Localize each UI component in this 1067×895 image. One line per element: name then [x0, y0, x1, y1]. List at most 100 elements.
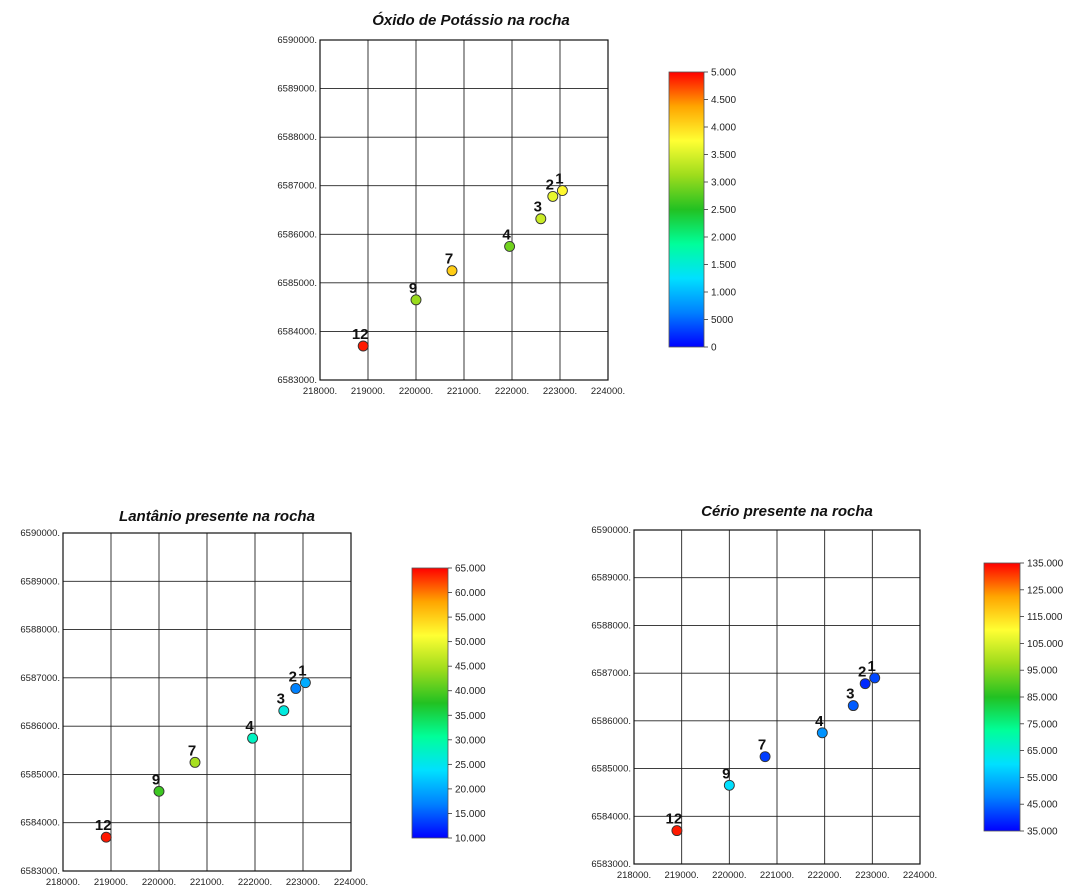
data-point — [299, 677, 311, 689]
point-label: 12 — [666, 811, 683, 828]
y-tick-label: 6583000. — [20, 866, 60, 877]
chart-title: Cério presente na rocha — [701, 503, 873, 520]
data-point — [556, 185, 568, 197]
colorbar-tick-label: 125.000 — [1027, 585, 1064, 596]
colorbar-tick-label: 40.000 — [455, 686, 486, 697]
chart-panel-1: Óxido de Potássio na rocha 218000. 219000.… — [277, 11, 736, 397]
x-tick-label: 223000. — [855, 870, 889, 881]
y-tick-label: 6588000. — [20, 625, 60, 636]
y-tick-label: 6584000. — [591, 811, 631, 822]
colorbar-tick-label: 20.000 — [455, 784, 486, 795]
colorbar-tick-label: 10.000 — [455, 834, 486, 845]
x-tick-label: 220000. — [142, 877, 176, 888]
data-point — [357, 340, 369, 352]
x-tick-label: 222000. — [495, 386, 529, 397]
data-point — [446, 265, 458, 277]
colorbar-tick-label: 4.500 — [711, 95, 736, 106]
colorbar — [983, 562, 1021, 832]
colorbar-tick-label: 115.000 — [1027, 612, 1063, 623]
data-point — [410, 294, 422, 306]
x-tick-label: 223000. — [286, 877, 320, 888]
x-tick-label: 224000. — [334, 877, 368, 888]
x-tick-label: 218000. — [617, 870, 651, 881]
data-point — [535, 213, 547, 225]
point-label: 3 — [277, 691, 285, 708]
colorbar — [411, 567, 449, 839]
colorbar-tick-label: 3.000 — [711, 178, 736, 189]
plot-frame — [62, 532, 352, 872]
y-tick-label: 6585000. — [20, 769, 60, 780]
x-tick-label: 218000. — [303, 386, 337, 397]
x-tick-label: 222000. — [807, 870, 841, 881]
colorbar-tick-label: 2.000 — [711, 233, 736, 244]
point-label: 9 — [722, 765, 730, 782]
data-point — [278, 705, 290, 717]
colorbar-tick-label: 1.000 — [711, 288, 736, 299]
x-tick-label: 224000. — [591, 386, 625, 397]
data-point — [100, 831, 112, 843]
colorbar-tick-label: 45.000 — [455, 662, 486, 673]
point-label: 4 — [245, 718, 254, 735]
point-label: 4 — [815, 713, 824, 730]
data-point — [153, 785, 165, 797]
data-point — [723, 779, 735, 791]
x-tick-label: 221000. — [760, 870, 794, 881]
colorbar-tick-label: 2.500 — [711, 205, 736, 216]
point-label: 3 — [846, 686, 854, 703]
y-tick-label: 6588000. — [591, 620, 631, 631]
y-tick-label: 6587000. — [277, 181, 317, 192]
x-tick-label: 220000. — [399, 386, 433, 397]
y-tick-label: 6590000. — [591, 525, 631, 536]
colorbar-tick-label: 60.000 — [455, 588, 486, 599]
y-tick-label: 6586000. — [277, 229, 317, 240]
colorbar-tick-label: 15.000 — [455, 809, 486, 820]
colorbar-tick-label: 35.000 — [1027, 827, 1058, 838]
data-point — [504, 240, 516, 252]
point-label: 7 — [758, 737, 766, 754]
x-tick-label: 219000. — [664, 870, 698, 881]
colorbar-tick-label: 35.000 — [455, 711, 486, 722]
point-label: 2 — [858, 664, 866, 681]
colorbar-tick-label: 65.000 — [1027, 746, 1058, 757]
y-tick-label: 6590000. — [277, 35, 317, 46]
point-label: 9 — [152, 771, 160, 788]
chart-title: Óxido de Potássio na rocha — [372, 11, 570, 29]
point-label: 1 — [555, 171, 563, 188]
colorbar — [668, 71, 705, 348]
chart-title: Lantânio presente na rocha — [119, 508, 315, 525]
x-tick-label: 222000. — [238, 877, 272, 888]
colorbar-tick-label: 50.000 — [455, 637, 486, 648]
colorbar-tick-label: 55.000 — [455, 613, 486, 624]
y-tick-label: 6585000. — [277, 278, 317, 289]
colorbar-tick-label: 85.000 — [1027, 693, 1058, 704]
y-tick-label: 6584000. — [277, 326, 317, 337]
x-tick-label: 220000. — [712, 870, 746, 881]
point-label: 4 — [502, 226, 511, 243]
point-label: 2 — [289, 668, 297, 685]
colorbar-tick-label: 3.500 — [711, 150, 736, 161]
y-tick-label: 6586000. — [20, 721, 60, 732]
y-tick-label: 6586000. — [591, 716, 631, 727]
x-tick-label: 224000. — [903, 870, 937, 881]
colorbar-tick-label: 45.000 — [1027, 800, 1058, 811]
y-tick-label: 6589000. — [20, 576, 60, 587]
plot-frame — [633, 529, 921, 865]
colorbar-tick-label: 5.000 — [711, 68, 736, 79]
data-point — [290, 683, 302, 694]
point-label: 1 — [298, 663, 306, 680]
data-point — [847, 700, 859, 712]
data-point — [859, 678, 871, 690]
data-point — [869, 672, 881, 684]
colorbar-tick-label: 75.000 — [1027, 719, 1058, 730]
point-label: 7 — [445, 251, 453, 268]
y-tick-label: 6588000. — [277, 132, 317, 143]
colorbar-tick-label: 30.000 — [455, 735, 486, 746]
y-tick-label: 6587000. — [591, 668, 631, 679]
colorbar-tick-label: 5000 — [711, 315, 734, 326]
data-point — [671, 825, 683, 837]
colorbar-tick-label: 4.000 — [711, 123, 736, 134]
x-tick-label: 219000. — [94, 877, 128, 888]
point-label: 12 — [352, 326, 369, 343]
point-label: 2 — [546, 176, 554, 193]
